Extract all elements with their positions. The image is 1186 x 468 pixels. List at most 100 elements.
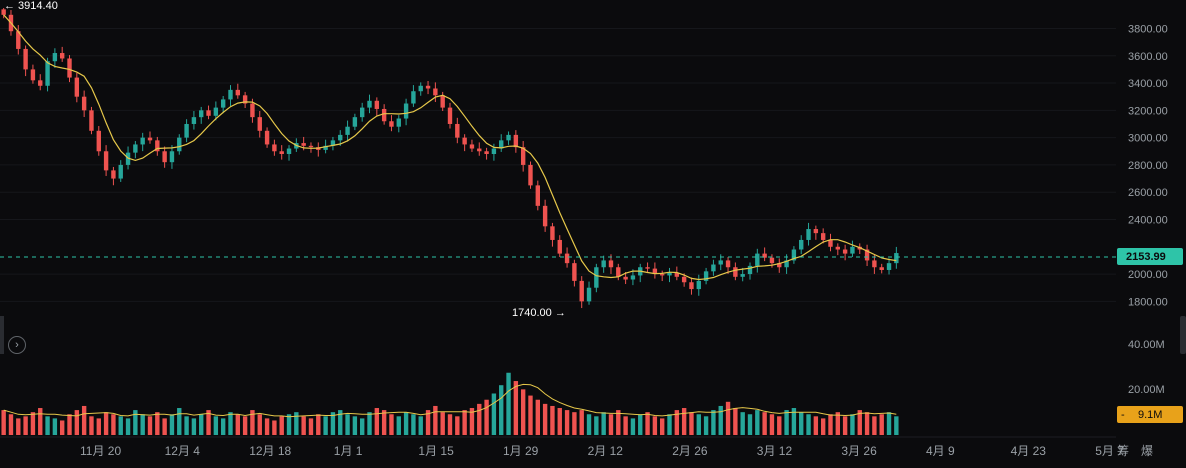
volume-bar	[455, 416, 460, 435]
volume-bar	[791, 408, 797, 435]
volume-bar	[850, 414, 855, 435]
volume-bar	[601, 412, 606, 435]
volume-bar	[564, 410, 570, 435]
candle-body	[455, 123, 460, 138]
candle-body	[674, 272, 680, 277]
candle-body	[177, 137, 182, 152]
volume-bar	[23, 416, 28, 435]
volume-bar	[191, 418, 197, 435]
candle-body	[740, 274, 745, 277]
candle-body	[513, 134, 519, 148]
volume-bar	[360, 418, 365, 435]
volume-bar	[806, 414, 811, 435]
volume-bar	[60, 420, 65, 435]
candle-body	[411, 91, 416, 104]
candle-body	[630, 275, 636, 280]
candle-body	[67, 58, 72, 78]
volume-bar	[667, 414, 672, 435]
right-edge-handle[interactable]	[1180, 316, 1186, 354]
candle-body	[718, 260, 723, 265]
candle-body	[111, 170, 116, 179]
candle-body	[220, 99, 226, 108]
candle-body	[872, 260, 877, 268]
x-tick-label: 12月 4	[165, 444, 201, 458]
volume-bar	[513, 381, 519, 435]
candlestick-series	[1, 8, 899, 309]
candle-body	[623, 276, 628, 280]
volume-bar	[499, 385, 504, 435]
scroll-to-latest-icon[interactable]: ›	[8, 336, 26, 354]
candle-body	[403, 103, 409, 119]
volume-bar	[103, 412, 109, 435]
volume-bar	[389, 414, 394, 435]
left-edge-handle[interactable]	[0, 316, 4, 354]
volume-tick-label: 20.00M	[1128, 384, 1165, 396]
volume-bar	[316, 414, 321, 435]
volume-bar	[162, 418, 167, 435]
y-tick-label: 2000.00	[1128, 269, 1168, 281]
volume-bar	[835, 412, 840, 435]
price-axis: 3800.00 3600.00 3400.00 3200.00 3000.00 2800.…	[1128, 23, 1168, 308]
y-tick-label: 3400.00	[1128, 78, 1168, 90]
candle-body	[96, 130, 101, 152]
candle-body	[169, 151, 175, 163]
volume-bar	[557, 408, 562, 435]
volume-bar	[440, 412, 445, 435]
candle-body	[616, 267, 621, 277]
volume-bar	[381, 410, 387, 435]
volume-bar	[38, 408, 43, 435]
candle-body	[147, 137, 153, 141]
volume-bar	[769, 414, 775, 435]
candle-body	[213, 107, 219, 116]
volume-bar	[740, 412, 745, 435]
volume-tag-dash: -	[1121, 409, 1125, 421]
volume-axis: 40.00M 20.00M	[1128, 339, 1165, 396]
candle-body	[711, 264, 716, 272]
candle-body	[374, 100, 380, 109]
volume-bar	[338, 410, 343, 435]
volume-bar	[367, 412, 372, 435]
volume-bar	[696, 414, 701, 435]
volume-bar	[118, 416, 123, 435]
candle-body	[184, 123, 189, 138]
volume-bar	[125, 418, 131, 435]
candle-body	[23, 48, 28, 70]
candle-body	[696, 280, 701, 290]
candle-body	[352, 117, 358, 127]
volume-bar	[447, 414, 453, 435]
candle-body	[564, 253, 570, 264]
x-tick-label: 1月 29	[503, 444, 539, 458]
candle-body	[528, 164, 533, 186]
volume-bar	[616, 410, 621, 435]
candle-body	[89, 110, 94, 131]
candle-body	[125, 152, 131, 165]
volume-bar	[528, 395, 533, 435]
y-tick-label: 3600.00	[1128, 51, 1168, 63]
volume-bar	[550, 405, 555, 435]
volume-bar	[396, 416, 401, 435]
corner-label-chip[interactable]: 筹	[1117, 444, 1129, 458]
volume-bar	[755, 410, 760, 435]
candle-body	[308, 145, 314, 148]
volume-bar	[477, 403, 482, 435]
volume-bar	[681, 408, 687, 435]
candle-body	[579, 280, 584, 302]
y-tick-label: 3800.00	[1128, 23, 1168, 35]
volume-bar	[469, 408, 475, 435]
volume-bar	[703, 416, 709, 435]
volume-bar	[294, 412, 299, 435]
volume-bar	[630, 418, 636, 435]
candle-body	[842, 249, 848, 254]
low-marker: 1740.00 →	[512, 307, 566, 319]
candle-body	[725, 260, 731, 268]
candle-body	[747, 265, 753, 275]
volume-bar	[586, 414, 592, 435]
corner-label-burst[interactable]: 爆	[1141, 444, 1153, 458]
volume-bar	[418, 416, 423, 435]
time-axis: 11月 20 12月 4 12月 18 1月 1 1月 15 1月 29 2月 12 2月 2…	[80, 444, 1124, 458]
volume-bar	[608, 414, 614, 435]
volume-bar	[813, 416, 819, 435]
volume-bar	[411, 414, 416, 435]
volume-bar	[623, 416, 628, 435]
